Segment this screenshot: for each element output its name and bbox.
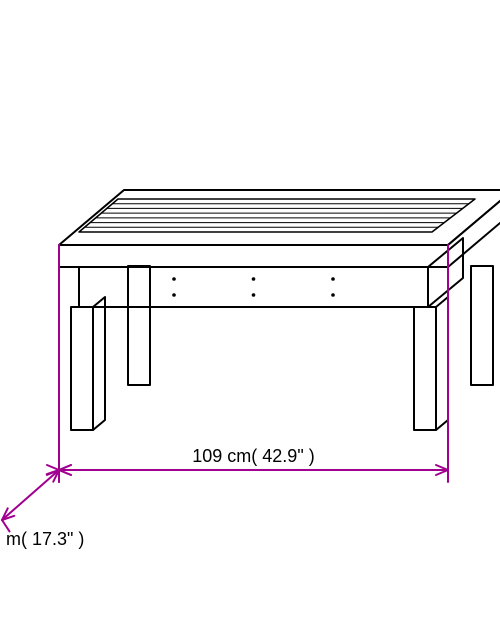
apron-right <box>428 238 463 307</box>
screw-dot <box>331 277 335 281</box>
dim-label-height: m( 17.3" ) <box>6 529 84 549</box>
apron-front <box>79 267 428 307</box>
leg-back-right <box>471 266 493 385</box>
leg-front-right <box>414 307 436 430</box>
arrow-wing <box>47 465 59 470</box>
screw-dot <box>172 293 176 297</box>
seat-front-face <box>59 245 448 267</box>
screw-dot <box>252 277 256 281</box>
leg-front-left <box>71 307 93 430</box>
screw-dot <box>252 293 256 297</box>
seat-right-face <box>448 190 500 267</box>
screw-dot <box>172 277 176 281</box>
leg-back-left <box>128 266 150 385</box>
leg-front-right-side <box>436 297 448 430</box>
dim-line-height <box>2 470 59 520</box>
dim-label-width: 109 cm( 42.9" ) <box>192 446 314 466</box>
screw-dot <box>331 293 335 297</box>
leg-front-left-side <box>93 297 105 430</box>
